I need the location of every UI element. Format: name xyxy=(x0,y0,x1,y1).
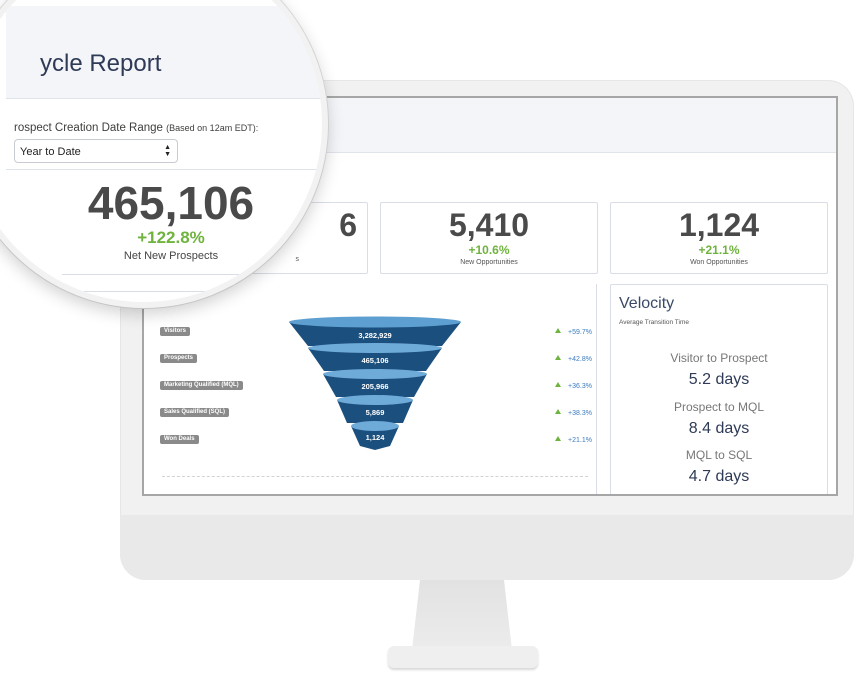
stage-label-prospects: Prospects xyxy=(160,354,198,363)
funnel-segment-won-deals: 1,124 xyxy=(350,420,400,452)
divider xyxy=(84,291,284,292)
conversion-won-deals: +21.1% xyxy=(555,436,592,444)
conversion-mql: +36.3% xyxy=(555,382,592,390)
stage-label-visitors: Visitors xyxy=(160,327,190,336)
metric-change: +10.6% xyxy=(468,243,510,257)
metric-label: Won Opportunities xyxy=(690,259,748,266)
stage-label-won-deals: Won Deals xyxy=(160,435,199,444)
funnel-value: 205,966 xyxy=(361,382,389,391)
up-arrow-icon xyxy=(555,328,561,333)
velocity-label: MQL to SQL xyxy=(685,448,753,462)
funnel-value: 1,124 xyxy=(365,433,385,442)
funnel-value: 3,282,929 xyxy=(358,331,392,340)
conversion-value: +38.3% xyxy=(568,410,592,417)
funnel-panel: Visitors Prospects Marketing Qualified (… xyxy=(150,284,597,494)
net-new-prospects-value: 465,106 xyxy=(87,177,255,229)
conversion-value: +21.1% xyxy=(568,437,592,444)
funnel-segment-mql: 205,966 xyxy=(322,368,428,400)
conversion-sql: +38.3% xyxy=(555,409,592,417)
velocity-label: Visitor to Prospect xyxy=(670,351,768,365)
velocity-value: 5.2 days xyxy=(688,371,750,388)
up-arrow-icon xyxy=(555,355,561,360)
monitor-stand-base xyxy=(388,646,538,668)
funnel-value: 465,106 xyxy=(361,356,389,365)
date-range-label: rospect Creation Date Range (Based on 12… xyxy=(14,122,258,134)
divider xyxy=(6,169,322,170)
funnel-segment-prospects: 465,106 xyxy=(307,342,443,374)
report-header: ycle Report xyxy=(6,6,322,99)
metric-label: New Opportunities xyxy=(460,259,518,266)
date-range-note: (Based on 12am EDT): xyxy=(166,123,259,133)
up-arrow-icon xyxy=(555,409,561,414)
stage-label-mql: Marketing Qualified (MQL) xyxy=(160,381,243,390)
velocity-label: Prospect to MQL xyxy=(673,400,765,414)
date-range-select[interactable]: Year to Date ▲ ▼ xyxy=(14,139,178,163)
metric-value: 1,124 xyxy=(678,207,760,243)
metric-change: +21.1% xyxy=(698,243,740,257)
report-title: ycle Report xyxy=(40,50,162,77)
monitor-chin xyxy=(120,515,854,580)
divider xyxy=(62,274,302,275)
select-arrows-icon: ▲ ▼ xyxy=(164,144,171,158)
velocity-title: Velocity xyxy=(619,295,675,312)
funnel-segment-visitors: 3,282,929 xyxy=(288,316,462,350)
metric-value: 5,410 xyxy=(448,207,530,243)
up-arrow-icon xyxy=(555,436,561,441)
date-range-label-text: rospect Creation Date Range xyxy=(14,122,163,134)
conversion-value: +59.7% xyxy=(568,329,592,336)
metric-card-new-opportunities: 5,410 +10.6% New Opportunities xyxy=(380,202,598,274)
monitor-stand xyxy=(412,580,512,650)
metric-card-won-opportunities: 1,124 +21.1% Won Opportunities xyxy=(610,202,828,274)
conversion-visitors: +59.7% xyxy=(555,328,592,336)
velocity-value: 4.7 days xyxy=(688,468,750,485)
up-arrow-icon xyxy=(555,382,561,387)
conversion-value: +36.3% xyxy=(568,383,592,390)
conversion-prospects: +42.8% xyxy=(555,355,592,363)
date-range-select-value: Year to Date xyxy=(20,146,81,158)
funnel-segment-sql: 5,869 xyxy=(336,394,414,426)
net-new-prospects-label: Net New Prospects xyxy=(123,250,219,262)
velocity-panel: Velocity Average Transition Time Visitor… xyxy=(610,284,828,494)
magnified-content: ycle Report rospect Creation Date Range … xyxy=(6,6,322,302)
magnifier-lens: ycle Report rospect Creation Date Range … xyxy=(0,0,328,308)
velocity-value: 8.4 days xyxy=(688,420,750,437)
velocity-subtitle: Average Transition Time xyxy=(619,319,689,326)
metric-label-partial: s xyxy=(295,256,300,263)
metric-value-partial: 6 xyxy=(339,207,357,243)
conversion-value: +42.8% xyxy=(568,356,592,363)
stage-label-sql: Sales Qualified (SQL) xyxy=(160,408,230,417)
net-new-prospects-change: +122.8% xyxy=(137,228,205,247)
funnel-value: 5,869 xyxy=(365,408,385,417)
divider xyxy=(162,476,588,477)
